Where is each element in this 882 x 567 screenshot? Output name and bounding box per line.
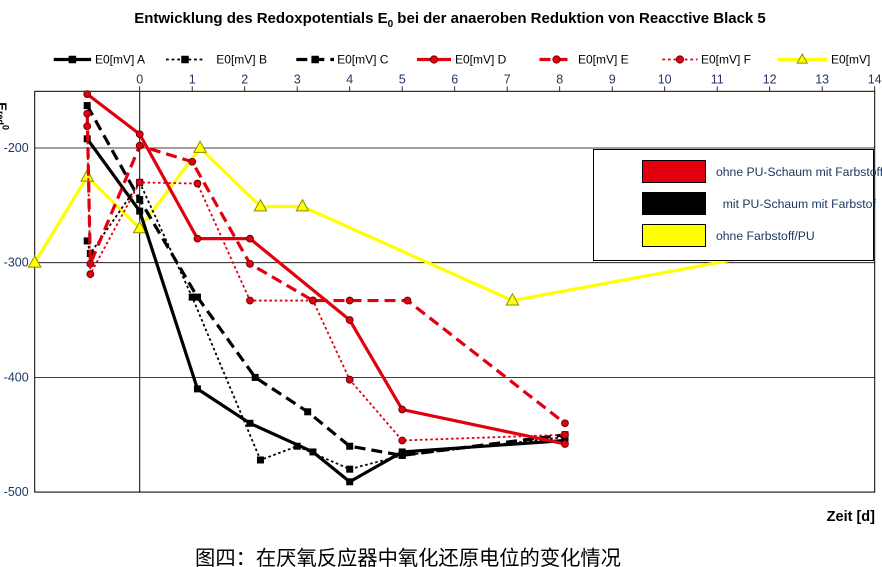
svg-text:3: 3 xyxy=(294,72,301,86)
svg-text:10: 10 xyxy=(658,72,672,86)
svg-text:4: 4 xyxy=(346,72,353,86)
svg-text:12: 12 xyxy=(763,72,777,86)
svg-text:-400: -400 xyxy=(4,370,29,384)
svg-text:0: 0 xyxy=(136,72,143,86)
svg-text:E0[mV] D: E0[mV] D xyxy=(455,53,507,67)
svg-text:9: 9 xyxy=(609,72,616,86)
svg-text:2: 2 xyxy=(241,72,248,86)
svg-text:1: 1 xyxy=(189,72,196,86)
svg-text:E0[mV] F: E0[mV] F xyxy=(701,53,751,67)
svg-text:E0[mV] E: E0[mV] E xyxy=(578,53,629,67)
svg-text:6: 6 xyxy=(451,72,458,86)
svg-text:-200: -200 xyxy=(4,141,29,155)
svg-text:E0[mV]: E0[mV] xyxy=(831,53,870,67)
svg-text:-500: -500 xyxy=(4,485,29,499)
svg-text:E0[mV] B: E0[mV] B xyxy=(216,53,267,67)
svg-text:5: 5 xyxy=(399,72,406,86)
svg-text:E0[mV] C: E0[mV] C xyxy=(337,53,389,67)
svg-text:7: 7 xyxy=(504,72,511,86)
svg-text:-300: -300 xyxy=(4,256,29,270)
svg-text:14: 14 xyxy=(868,72,882,86)
svg-text:E0[mV] A: E0[mV] A xyxy=(95,53,145,67)
svg-text:13: 13 xyxy=(815,72,829,86)
svg-text:8: 8 xyxy=(556,72,563,86)
svg-text:11: 11 xyxy=(711,72,724,86)
